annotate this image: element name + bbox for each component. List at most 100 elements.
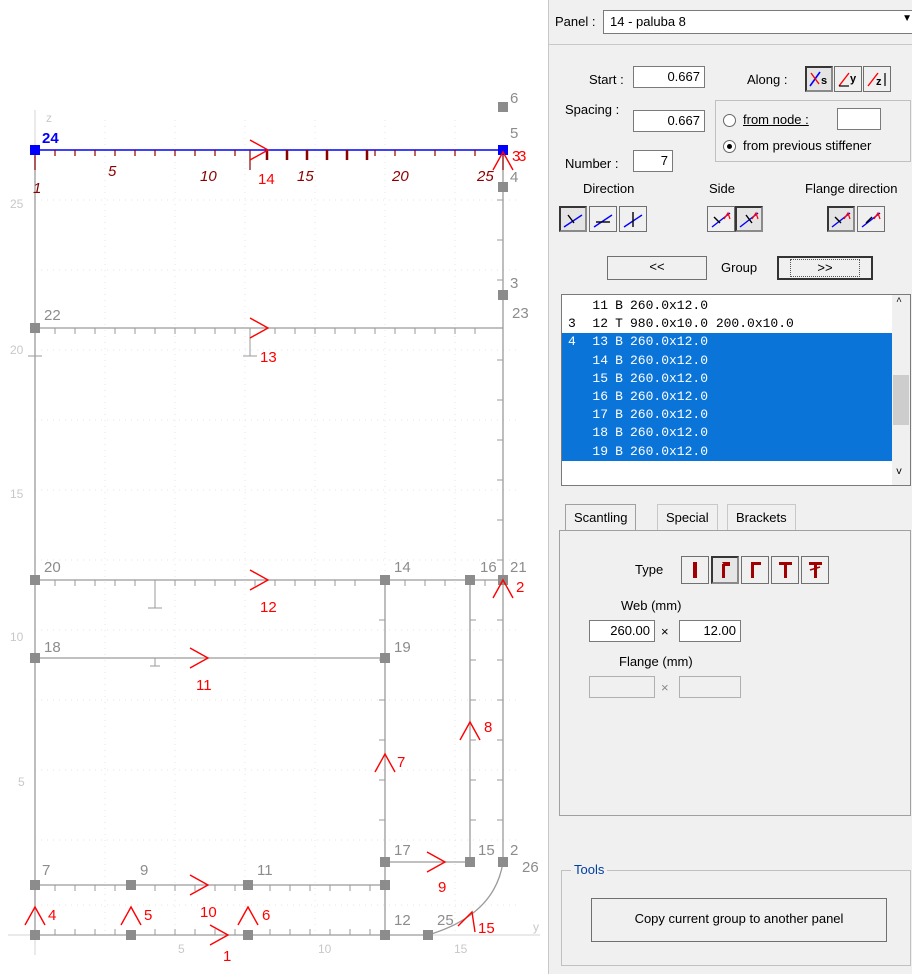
stiffener-group: 4 bbox=[568, 334, 576, 350]
model-drawing[interactable]: z y 5 10 15 5 10 15 20 25 bbox=[0, 0, 548, 974]
stiffener-number: 15 bbox=[592, 370, 608, 386]
type-tee-cut-button[interactable] bbox=[801, 556, 829, 584]
copy-group-button[interactable]: Copy current group to another panel bbox=[591, 898, 887, 942]
tab-special[interactable]: Special bbox=[657, 504, 718, 530]
panel-select[interactable]: 14 - paluba 8 ▼ bbox=[603, 10, 912, 34]
axis-tick-labels: z y 5 10 15 5 10 15 20 25 bbox=[10, 111, 539, 956]
direction-perpendicular-button[interactable] bbox=[559, 206, 587, 232]
scroll-up-icon[interactable]: ^ bbox=[896, 297, 903, 308]
tee-profile-icon bbox=[779, 562, 792, 578]
stiffener-type: B bbox=[615, 334, 623, 350]
stiffener-list-item[interactable]: 3 12 T 980.0x10.0 200.0x10.0 bbox=[562, 315, 892, 333]
panel-label: 15 bbox=[478, 920, 495, 937]
stiffener-list-scrollbar[interactable]: ^ v bbox=[892, 295, 910, 485]
scrollbar-thumb[interactable] bbox=[893, 375, 909, 425]
side-right-button[interactable] bbox=[735, 206, 763, 232]
node-label: 17 bbox=[394, 842, 411, 859]
stiffener-list-item[interactable]: 15 B 260.0x12.0 bbox=[562, 369, 892, 388]
stiffener-dimensions: 260.0x12.0 bbox=[630, 443, 709, 459]
previous-group-button[interactable]: << bbox=[607, 256, 707, 280]
flange-direction-b-icon bbox=[861, 211, 881, 228]
from-previous-stiffener-label: from previous stiffener bbox=[743, 138, 872, 153]
z-tick: 5 bbox=[18, 775, 25, 789]
node-label: 18 bbox=[44, 639, 61, 656]
stiffener-type: B bbox=[615, 425, 623, 441]
stiffener-list-item[interactable]: 19 B 260.0x12.0 bbox=[562, 442, 892, 461]
stiffener-label: 1 bbox=[33, 180, 41, 197]
along-y-button[interactable]: y bbox=[834, 66, 862, 92]
direction-arrows bbox=[24, 139, 514, 946]
along-y-icon: y bbox=[838, 72, 857, 87]
type-label: Type bbox=[635, 562, 664, 577]
scroll-down-icon[interactable]: v bbox=[896, 467, 903, 478]
stiffener-number: 12 bbox=[592, 316, 608, 332]
from-node-radio[interactable] bbox=[723, 114, 736, 127]
stiffener-list-item[interactable]: 18 B 260.0x12.0 bbox=[562, 424, 892, 443]
stiffener-list-item[interactable]: 16 B 260.0x12.0 bbox=[562, 387, 892, 407]
stiffener-type: T bbox=[615, 316, 623, 332]
times-sign: × bbox=[661, 624, 669, 639]
panel-select-value: 14 - paluba 8 bbox=[610, 14, 686, 29]
stiffener-rows: 11 B 260.0x12.0 3 12 T 980.0x10.0 200.0x10.0 4 1… bbox=[562, 297, 892, 461]
direction-vertical-button[interactable] bbox=[619, 206, 647, 232]
node-label: 20 bbox=[44, 559, 61, 576]
flange-width-input[interactable] bbox=[589, 676, 655, 698]
node-label: 2 bbox=[510, 842, 518, 859]
side-left-button[interactable] bbox=[707, 206, 735, 232]
panel-label: 5 bbox=[144, 907, 152, 924]
next-group-button[interactable]: >> bbox=[777, 256, 873, 280]
stiffener-list-item[interactable]: 17 B 260.0x12.0 bbox=[562, 406, 892, 425]
tab-brackets[interactable]: Brackets bbox=[727, 504, 796, 530]
side-right-icon bbox=[739, 211, 759, 228]
tools-group bbox=[561, 870, 911, 966]
group-label: Group bbox=[721, 260, 758, 275]
side-label: Side bbox=[709, 181, 736, 196]
stiffener-number: 13 bbox=[592, 334, 608, 350]
stiffener-type: B bbox=[615, 443, 623, 459]
start-reference-group bbox=[715, 100, 911, 162]
panel-labels: 1 2 3 4 5 6 7 8 9 10 11 12 13 14 15 25 bbox=[48, 148, 526, 965]
flange-label: Flange (mm) bbox=[619, 654, 693, 669]
stiffener-dimensions: 260.0x12.0 bbox=[630, 298, 709, 313]
node-label: 26 bbox=[522, 859, 539, 876]
tab-scantling[interactable]: Scantling bbox=[565, 504, 637, 530]
flat-bar-icon bbox=[693, 562, 697, 578]
flange-thickness-input[interactable] bbox=[679, 676, 741, 698]
stiffener-dimensions: 260.0x12.0 bbox=[630, 425, 709, 441]
along-s-icon: s bbox=[809, 71, 827, 87]
direction-parallel-button[interactable] bbox=[589, 206, 617, 232]
along-s-button[interactable]: s bbox=[805, 66, 833, 92]
stiffener-type: B bbox=[615, 352, 623, 368]
stiffener-label: 25 bbox=[476, 168, 494, 185]
from-previous-stiffener-radio[interactable] bbox=[723, 140, 736, 153]
stiffener-labels: 1 5 10 14 15 20 25 bbox=[33, 163, 494, 197]
web-thickness-input[interactable]: 12.00 bbox=[679, 620, 741, 642]
panel-label: 1 bbox=[223, 948, 231, 965]
stiffener-list-item[interactable]: 11 B 260.0x12.0 bbox=[562, 297, 892, 315]
number-label: Number : bbox=[565, 156, 619, 171]
stiffener-list-item[interactable]: 4 13 B 260.0x12.0 bbox=[562, 333, 892, 352]
z-tick: 15 bbox=[10, 487, 24, 501]
type-angle-button[interactable] bbox=[741, 556, 769, 584]
model-canvas[interactable]: z y 5 10 15 5 10 15 20 25 bbox=[0, 0, 548, 974]
chevron-down-icon[interactable]: ▼ bbox=[902, 13, 912, 24]
active-nodes bbox=[30, 145, 508, 155]
web-label: Web (mm) bbox=[621, 598, 682, 613]
stiffener-list[interactable]: 11 B 260.0x12.0 3 12 T 980.0x10.0 200.0x10.0 4 1… bbox=[561, 294, 911, 486]
type-flat-bar-button[interactable] bbox=[681, 556, 709, 584]
flange-direction-a-button[interactable] bbox=[827, 206, 855, 232]
y-tick: 10 bbox=[318, 942, 332, 956]
flange-direction-b-button[interactable] bbox=[857, 206, 885, 232]
web-height-input[interactable]: 260.00 bbox=[589, 620, 655, 642]
panel-label: 13 bbox=[260, 349, 277, 366]
stiffener-list-item[interactable]: 14 B 260.0x12.0 bbox=[562, 351, 892, 370]
start-input[interactable]: 0.667 bbox=[633, 66, 705, 88]
panel-label: 12 bbox=[260, 599, 277, 616]
y-axis-label: y bbox=[533, 920, 539, 934]
number-input[interactable]: 7 bbox=[633, 150, 673, 172]
type-tee-button[interactable] bbox=[771, 556, 799, 584]
along-z-button[interactable]: z bbox=[863, 66, 891, 92]
type-bulb-button[interactable] bbox=[711, 556, 739, 584]
from-node-input[interactable] bbox=[837, 108, 881, 130]
spacing-input[interactable]: 0.667 bbox=[633, 110, 705, 132]
